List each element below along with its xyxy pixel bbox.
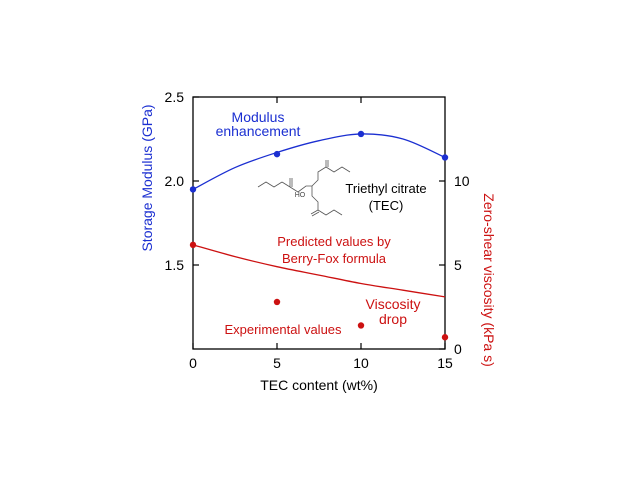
- x-tick-label: 10: [353, 355, 369, 371]
- predicted-annotation-line2: Berry-Fox formula: [282, 251, 387, 266]
- modulus-annotation-line2: enhancement: [216, 123, 301, 139]
- molecule-atom-label: HO: [295, 192, 306, 199]
- x-tick-label: 0: [189, 355, 197, 371]
- left-tick-label: 2.0: [165, 173, 185, 189]
- left-axis-ticks: 1.5 2.0 2.5: [165, 89, 199, 273]
- right-tick-label: 0: [454, 341, 462, 357]
- right-axis-ticks: 0 5 10: [439, 173, 470, 357]
- viscosity-annotation-line1: Viscosity: [366, 296, 421, 312]
- predicted-values-by-berry-fox-formula-line: [192, 244, 446, 298]
- predicted-annotation-line1: Predicted values by: [277, 234, 391, 249]
- series-layer: [189, 130, 449, 341]
- right-axis-title: Zero-shear viscosity (kPa s): [481, 193, 497, 366]
- x-tick-label: 5: [273, 355, 281, 371]
- experimental-values-point: [273, 298, 281, 306]
- experimental-values-point: [189, 241, 197, 249]
- left-tick-label: 2.5: [165, 89, 185, 105]
- left-tick-label: 1.5: [165, 257, 185, 273]
- plot-frame: [192, 96, 446, 350]
- experimental-values-point: [441, 334, 449, 341]
- storage-modulus-fit-line: [192, 133, 446, 190]
- x-axis-title: TEC content (wt%): [260, 377, 377, 393]
- left-axis-title: Storage Modulus (GPa): [139, 104, 155, 251]
- experimental-annotation: Experimental values: [224, 322, 342, 337]
- x-tick-label: 15: [437, 355, 453, 371]
- triethyl-citrate-structure-icon: [257, 160, 351, 217]
- right-tick-label: 10: [454, 173, 470, 189]
- molecule-name-label: Triethyl citrate: [345, 181, 426, 196]
- viscosity-annotation-line2: drop: [379, 311, 407, 327]
- x-axis-ticks: 0 5 10 15: [189, 97, 453, 371]
- modulus-annotation-line1: Modulus: [232, 109, 285, 125]
- right-tick-label: 5: [454, 257, 462, 273]
- experimental-values-point: [357, 322, 365, 329]
- molecule-abbrev-label: (TEC): [369, 198, 404, 213]
